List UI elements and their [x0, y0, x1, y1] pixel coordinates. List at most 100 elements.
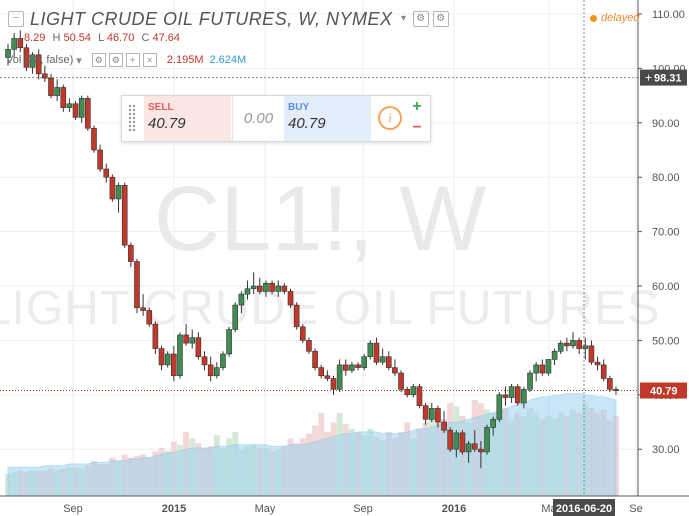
candle — [263, 280, 269, 297]
candle — [269, 280, 275, 295]
ohlc-readout: 8.29 H 50.54 L 46.70 C 47.64 — [24, 32, 184, 44]
minus-icon[interactable]: − — [412, 119, 422, 136]
volume-close-icon[interactable]: × — [142, 53, 157, 67]
time-tick-label: Sep — [63, 503, 83, 515]
candle-body — [588, 345, 595, 363]
candle — [576, 337, 582, 354]
candle — [306, 337, 312, 354]
price-tick-label: 60.00 — [652, 281, 680, 293]
candle-body — [293, 304, 300, 328]
candle-body — [416, 386, 423, 406]
candle-body — [238, 293, 245, 306]
price-tick-label: 50.00 — [652, 335, 680, 347]
candle — [54, 79, 60, 102]
candle-body — [557, 342, 564, 352]
candle — [490, 416, 496, 436]
candle-body — [23, 47, 30, 68]
volume-add-icon[interactable]: + — [125, 53, 140, 67]
candle-body — [435, 408, 441, 423]
candle — [244, 280, 251, 300]
candle — [521, 386, 527, 409]
candle — [588, 340, 595, 365]
candle — [373, 337, 380, 365]
candle — [103, 163, 110, 183]
candle — [29, 52, 36, 74]
candle — [60, 84, 67, 112]
candle — [85, 95, 91, 131]
candle-body — [66, 103, 73, 108]
candle-body — [471, 443, 478, 450]
candle-body — [398, 372, 404, 390]
candle-body — [607, 378, 613, 390]
candle — [471, 430, 478, 452]
candle — [146, 307, 153, 327]
candle-body — [269, 282, 275, 292]
candle-body — [600, 364, 607, 379]
candle-body — [140, 307, 146, 311]
watermark-name: LIGHT CRUDE OIL FUTURES — [0, 282, 660, 335]
candle — [5, 43, 11, 66]
candle-body — [613, 389, 619, 391]
candle-body — [11, 38, 17, 50]
volume-settings-icon[interactable]: ⚙ — [91, 53, 106, 67]
candle — [232, 302, 239, 333]
candle-body — [42, 73, 48, 79]
plus-icon[interactable]: + — [412, 98, 422, 115]
candle-body — [306, 340, 312, 352]
candle-body — [533, 364, 539, 374]
buy-price: 40.79 — [288, 115, 326, 132]
delayed-badge: delayed — [590, 12, 640, 24]
candle-body — [207, 364, 214, 377]
candle — [293, 302, 300, 330]
candle — [379, 348, 386, 365]
candle-body — [447, 429, 453, 450]
candle-body — [250, 285, 257, 290]
candle — [11, 33, 17, 58]
sell-button[interactable]: SELL 40.79 — [144, 96, 231, 141]
candle-body — [287, 291, 294, 306]
settings-icon[interactable]: ⚙ — [412, 11, 429, 27]
candle — [214, 362, 220, 379]
candle-body — [392, 367, 398, 374]
candle-body — [570, 340, 576, 347]
candle-body — [527, 372, 533, 390]
sell-label: SELL — [148, 102, 174, 113]
buy-button[interactable]: BUY 40.79 — [284, 96, 371, 141]
candle — [23, 43, 30, 72]
candle-body — [35, 54, 42, 75]
candle-body — [465, 443, 472, 453]
crosshair-price-label: 98.31 — [654, 73, 682, 85]
candle-body — [275, 285, 282, 292]
candle-body — [48, 77, 54, 96]
candle — [349, 362, 355, 374]
candle — [318, 364, 325, 379]
chevron-down-icon[interactable]: ▾ — [401, 13, 407, 24]
candle — [551, 348, 558, 365]
info-icon[interactable]: i — [378, 106, 402, 130]
candle — [533, 362, 539, 382]
candle — [140, 294, 146, 316]
candle — [336, 359, 343, 393]
volume-format-icon[interactable]: ⚙ — [108, 53, 123, 67]
candle — [557, 340, 564, 354]
candle-body — [361, 356, 368, 368]
collapse-icon[interactable]: − — [8, 11, 24, 27]
candle — [478, 441, 484, 469]
settings-icon-alt[interactable]: ⚙ — [432, 11, 449, 27]
candle-body — [478, 448, 484, 453]
chart-header: − LIGHT CRUDE OIL FUTURES, W, NYMEX ▾ ⚙ … — [4, 8, 449, 30]
volume-chevron-icon[interactable]: ▾ — [76, 54, 82, 67]
candle — [299, 324, 306, 344]
drag-handle-icon[interactable] — [128, 104, 136, 132]
candle-body — [312, 350, 318, 368]
candle — [330, 375, 337, 395]
candle-body — [5, 49, 11, 58]
candle-body — [281, 285, 288, 292]
candle-body — [158, 348, 165, 366]
candle — [564, 337, 570, 352]
candle — [164, 351, 171, 368]
candle — [392, 359, 398, 376]
low-value: 46.70 — [106, 32, 135, 44]
